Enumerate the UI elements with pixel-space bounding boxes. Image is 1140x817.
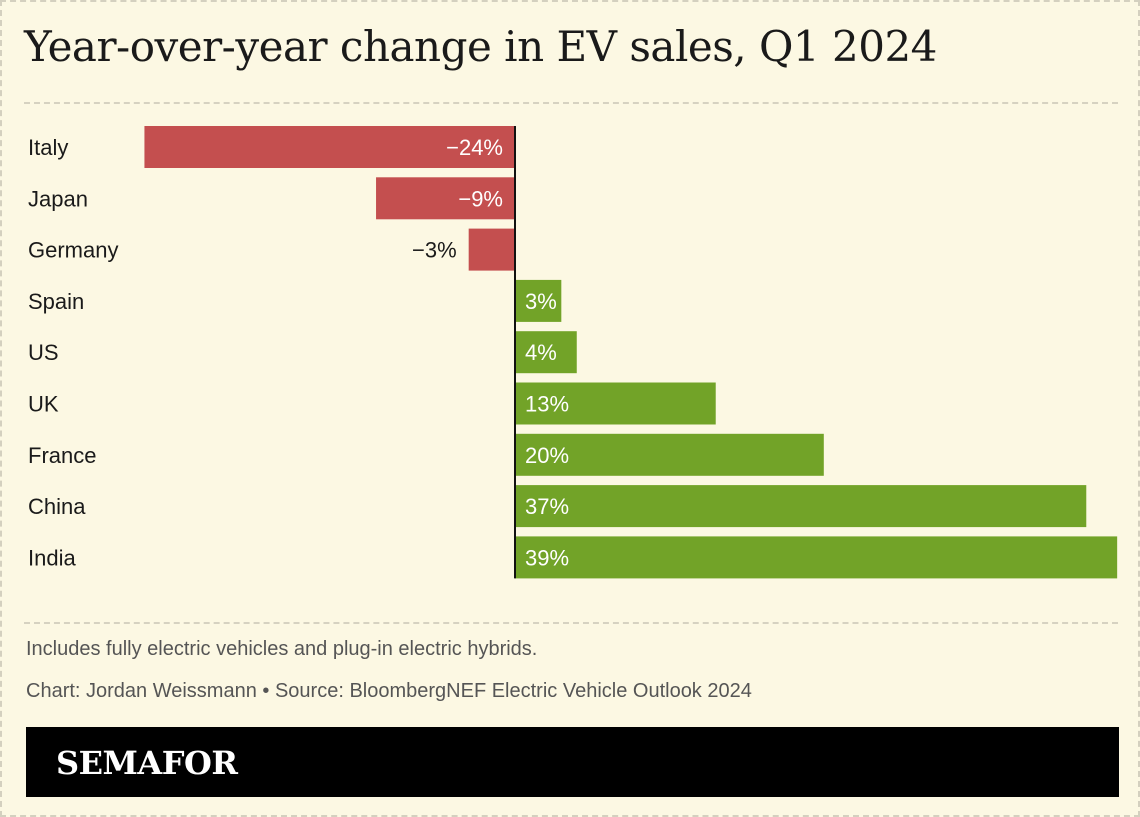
value-label: 3% (525, 289, 557, 314)
bar (515, 382, 716, 425)
bar (515, 331, 577, 374)
bar (515, 433, 824, 476)
category-label: Spain (28, 289, 84, 314)
category-label: US (28, 340, 59, 365)
category-label: China (28, 494, 86, 519)
value-label: 4% (525, 340, 557, 365)
value-label: −3% (412, 238, 457, 263)
brand-logo: SEMAFOR (56, 744, 238, 782)
value-label: 39% (525, 545, 569, 570)
chart-credit: Chart: Jordan Weissmann • Source: Bloomb… (26, 680, 752, 702)
bar-chart: Italy −24% Japan −9% Germany −3% Spain 3% US 4% UK… (28, 126, 1118, 579)
value-label: −9% (458, 186, 503, 211)
category-label: India (28, 545, 76, 570)
bar (515, 279, 562, 322)
bar (144, 126, 515, 168)
bar (468, 228, 515, 271)
bar (376, 177, 515, 220)
category-label: France (28, 443, 96, 468)
category-label: Japan (28, 186, 88, 211)
value-label: 20% (525, 443, 569, 468)
brand-bar: SEMAFOR (26, 727, 1119, 797)
value-label: −24% (446, 135, 503, 160)
value-label: 37% (525, 494, 569, 519)
category-label: Italy (28, 135, 68, 160)
top-divider (24, 102, 1118, 104)
value-label: 13% (525, 392, 569, 417)
category-label: UK (28, 392, 59, 417)
chart-title: Year-over-year change in EV sales, Q1 20… (24, 22, 937, 71)
chart-note: Includes fully electric vehicles and plu… (26, 638, 538, 660)
bar (515, 485, 1087, 528)
category-label: Germany (28, 238, 118, 263)
bar (515, 536, 1118, 579)
bottom-divider (24, 622, 1118, 624)
